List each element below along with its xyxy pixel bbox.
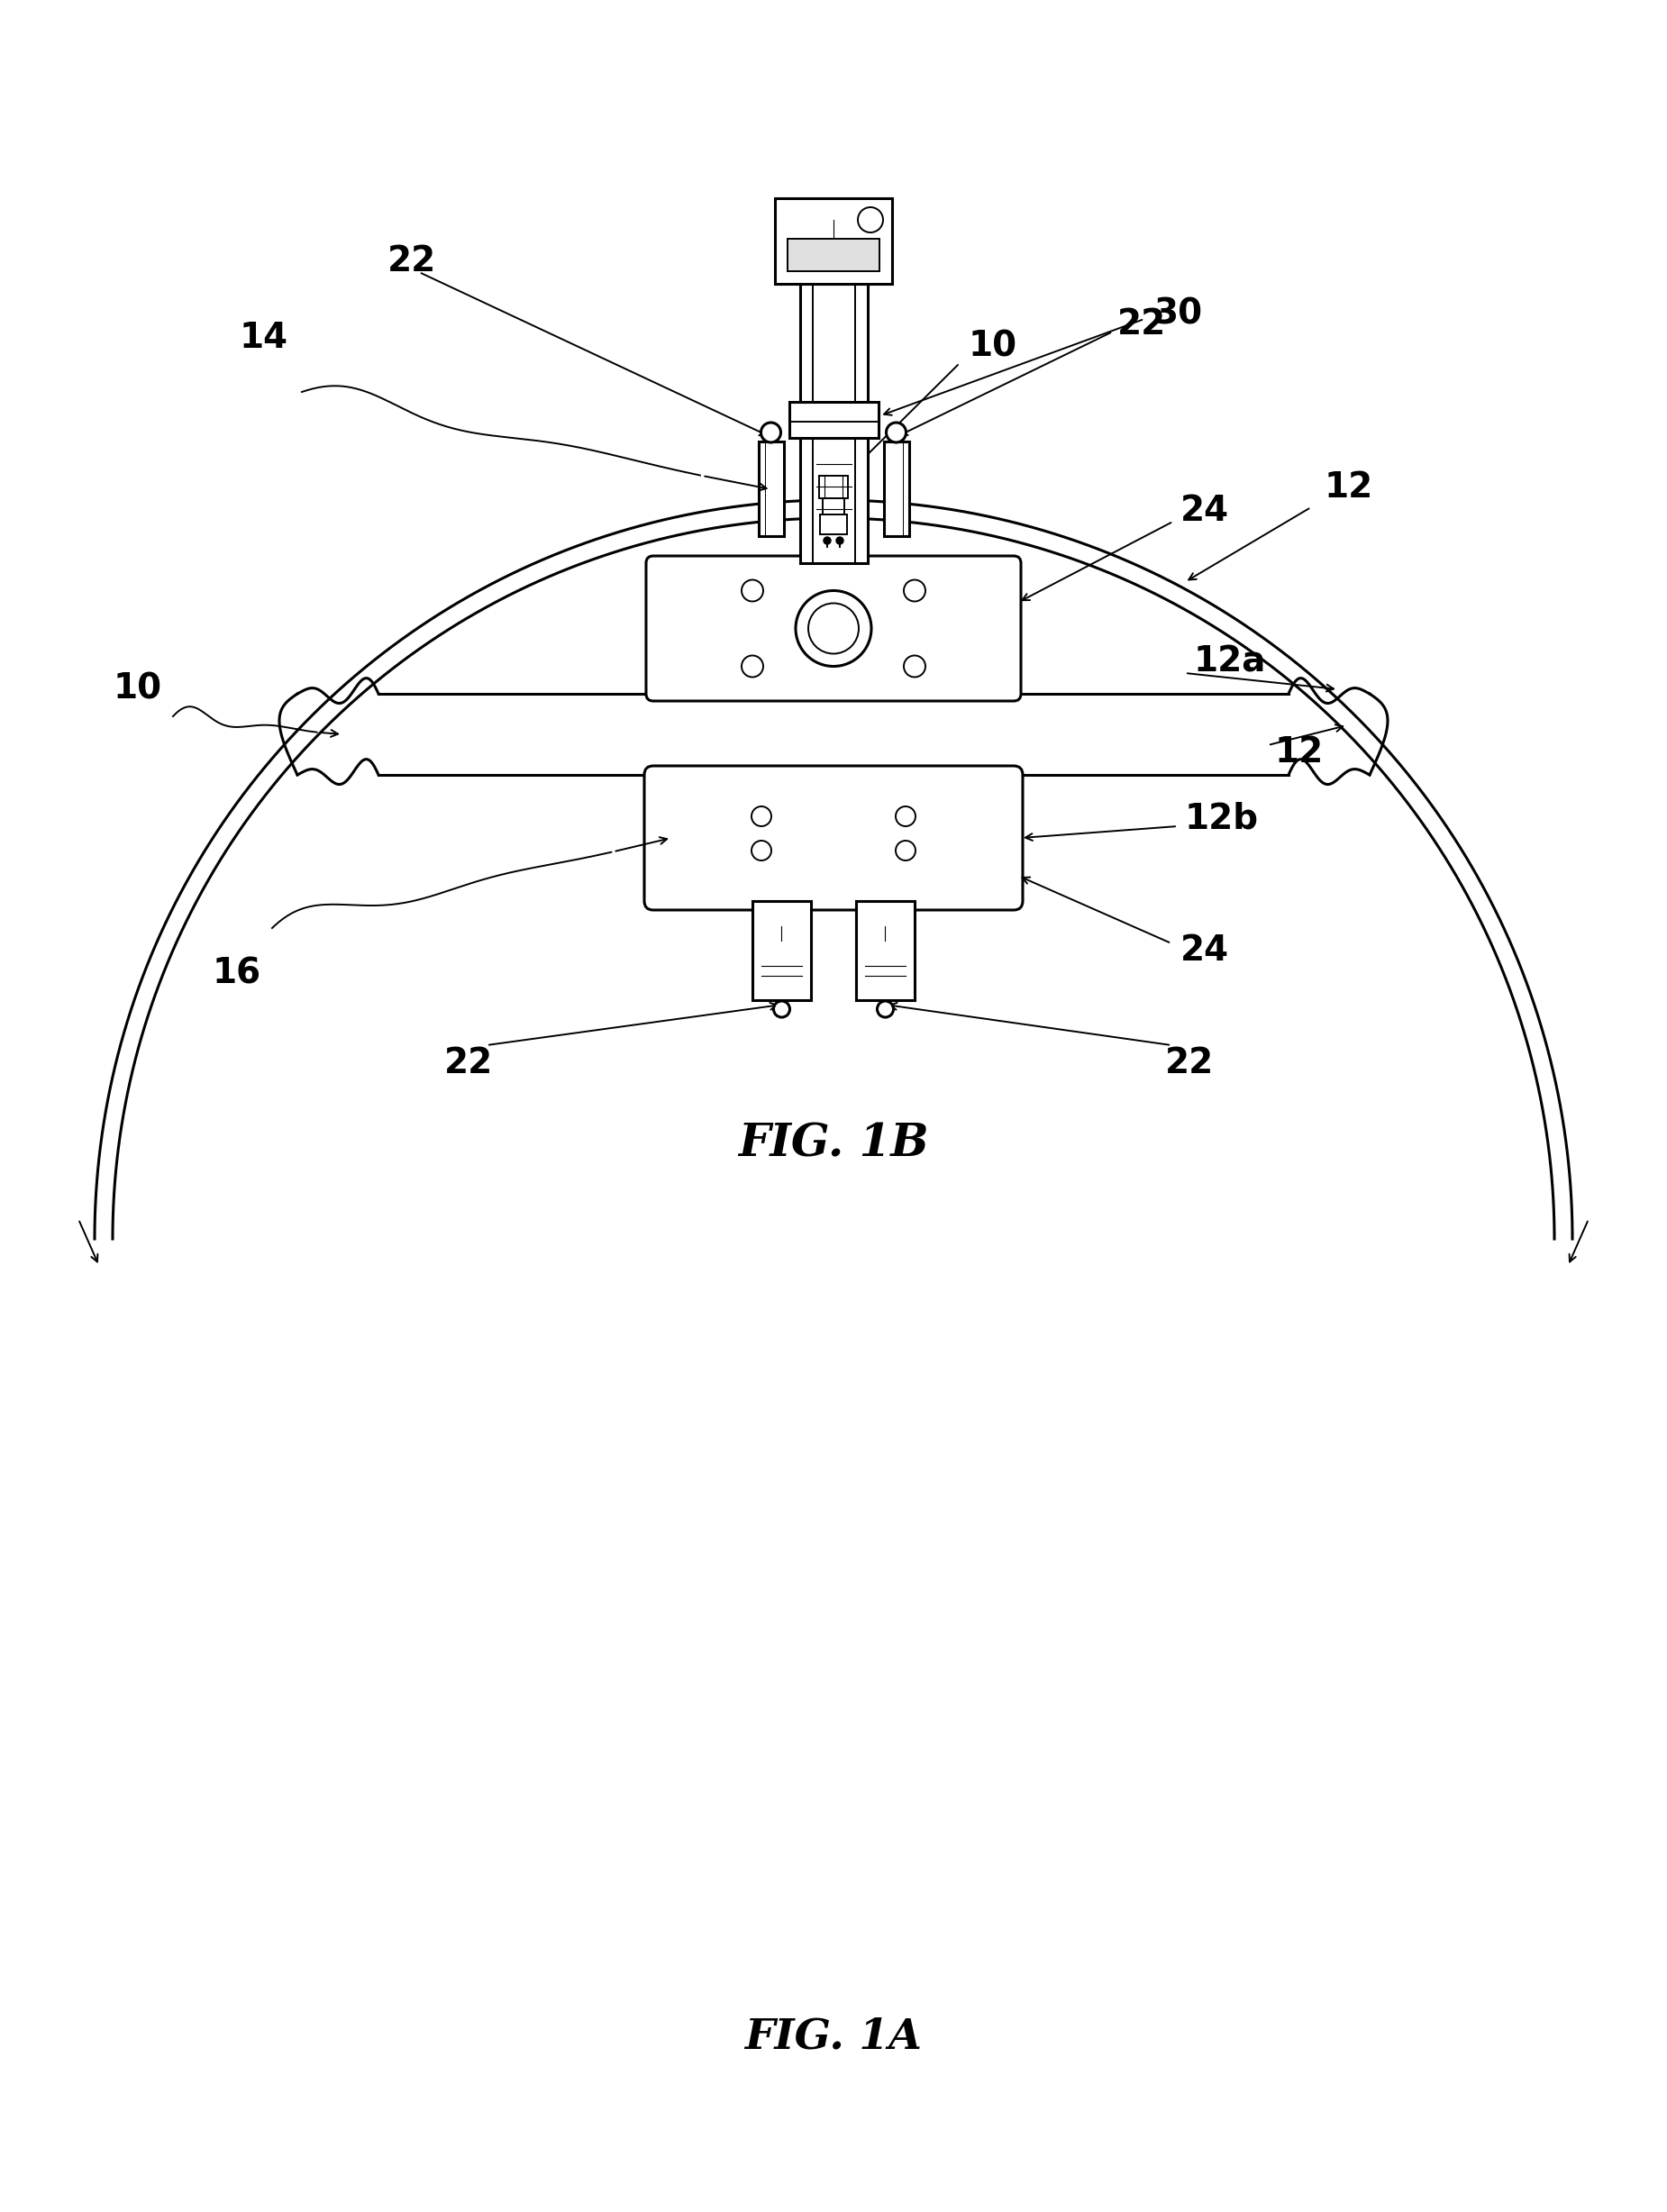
Text: 10: 10 <box>113 672 162 706</box>
Circle shape <box>742 580 763 602</box>
Text: 22: 22 <box>387 243 437 279</box>
Bar <box>787 239 880 272</box>
Text: 12: 12 <box>1325 471 1374 504</box>
Bar <box>788 400 879 438</box>
Circle shape <box>823 538 830 544</box>
Circle shape <box>773 1002 790 1018</box>
Circle shape <box>795 591 872 666</box>
Circle shape <box>887 422 907 442</box>
Circle shape <box>760 422 780 442</box>
Circle shape <box>837 538 844 544</box>
Text: 14: 14 <box>240 321 288 354</box>
Circle shape <box>742 655 763 677</box>
Bar <box>823 498 844 515</box>
Text: 22: 22 <box>1165 1046 1214 1079</box>
Text: FIG. 1B: FIG. 1B <box>738 1121 929 1166</box>
Circle shape <box>904 655 925 677</box>
Circle shape <box>752 807 772 827</box>
Text: 12: 12 <box>1275 734 1324 770</box>
Circle shape <box>895 807 915 827</box>
Bar <box>775 199 892 283</box>
FancyBboxPatch shape <box>643 765 1024 909</box>
Bar <box>820 515 847 535</box>
Text: 30: 30 <box>1154 296 1202 332</box>
Text: 10: 10 <box>969 330 1017 365</box>
Text: 22: 22 <box>443 1046 493 1079</box>
Text: 24: 24 <box>1180 933 1229 967</box>
Text: 22: 22 <box>1117 307 1167 341</box>
Bar <box>857 900 915 1000</box>
Circle shape <box>895 841 915 860</box>
Text: 16: 16 <box>213 956 262 991</box>
Text: FIG. 1A: FIG. 1A <box>745 2015 922 2057</box>
Bar <box>758 442 783 535</box>
Text: 12a: 12a <box>1194 646 1267 679</box>
Text: 24: 24 <box>1180 493 1229 529</box>
Bar <box>752 900 810 1000</box>
Bar <box>800 283 867 564</box>
FancyBboxPatch shape <box>647 555 1020 701</box>
Bar <box>884 442 909 535</box>
Bar <box>818 476 849 498</box>
Circle shape <box>859 208 884 232</box>
Circle shape <box>877 1002 894 1018</box>
Circle shape <box>752 841 772 860</box>
Text: 12b: 12b <box>1185 803 1259 836</box>
Circle shape <box>904 580 925 602</box>
